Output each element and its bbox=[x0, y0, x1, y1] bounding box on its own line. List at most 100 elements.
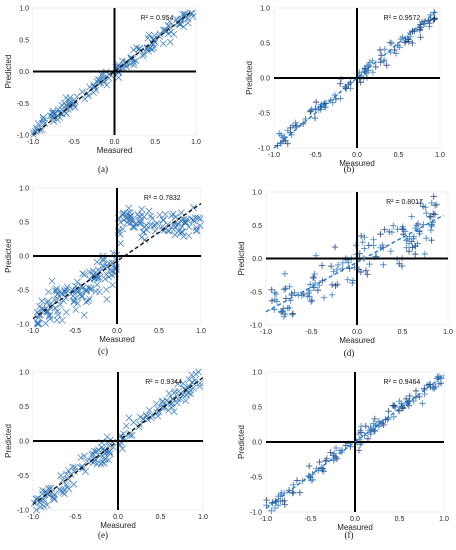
y-tick-label: 0.5 bbox=[260, 41, 270, 48]
y-tick-label: 1.0 bbox=[260, 6, 270, 13]
x-tick-label: -0.5 bbox=[69, 514, 81, 521]
data-point bbox=[43, 299, 51, 307]
trendline bbox=[32, 10, 193, 136]
data-point bbox=[390, 222, 397, 229]
data-point bbox=[289, 122, 297, 129]
data-point bbox=[100, 256, 108, 264]
data-point bbox=[177, 395, 185, 403]
data-point bbox=[380, 56, 388, 64]
data-point bbox=[416, 227, 423, 235]
data-point bbox=[377, 230, 384, 238]
data-point bbox=[396, 44, 403, 51]
data-point bbox=[169, 210, 177, 218]
x-tick-label: -0.5 bbox=[304, 516, 316, 523]
data-point bbox=[370, 427, 378, 434]
data-point bbox=[86, 268, 94, 276]
data-point bbox=[192, 227, 200, 235]
data-point bbox=[90, 81, 98, 89]
data-point bbox=[103, 433, 111, 441]
data-point bbox=[46, 491, 54, 499]
data-point bbox=[100, 454, 108, 462]
data-point bbox=[331, 243, 339, 251]
x-axis-title: Measured bbox=[100, 521, 136, 530]
data-point bbox=[93, 258, 101, 266]
data-point bbox=[130, 46, 138, 54]
y-tick-label: -0.5 bbox=[17, 473, 29, 480]
data-point bbox=[410, 235, 417, 242]
data-point bbox=[381, 46, 389, 53]
data-point bbox=[160, 26, 167, 34]
data-point bbox=[160, 226, 168, 234]
data-point bbox=[72, 287, 80, 295]
data-point bbox=[430, 16, 437, 23]
y-tick-label: 0.5 bbox=[19, 37, 29, 44]
x-tick-label: 0.0 bbox=[352, 152, 362, 159]
x-tick-label: -0.5 bbox=[69, 328, 81, 335]
data-point bbox=[417, 200, 424, 207]
data-point bbox=[427, 11, 434, 19]
data-point bbox=[278, 489, 285, 497]
data-point bbox=[273, 498, 280, 505]
data-point bbox=[179, 391, 187, 399]
data-point bbox=[119, 225, 127, 233]
data-point bbox=[195, 368, 203, 376]
data-point bbox=[414, 220, 422, 228]
x-tick-label: -1.0 bbox=[27, 139, 39, 146]
data-point bbox=[388, 39, 396, 47]
data-point bbox=[311, 270, 318, 278]
data-point bbox=[81, 95, 89, 103]
data-point bbox=[154, 405, 162, 413]
data-point bbox=[309, 471, 316, 478]
data-point bbox=[311, 114, 319, 122]
y-tick-label: 1.0 bbox=[252, 190, 262, 197]
data-point bbox=[289, 311, 296, 318]
data-point bbox=[187, 9, 195, 17]
x-tick-label: 1.0 bbox=[198, 514, 208, 521]
data-point bbox=[114, 63, 122, 71]
data-point bbox=[409, 244, 416, 251]
data-point bbox=[352, 242, 360, 249]
data-point bbox=[64, 105, 72, 113]
data-point bbox=[370, 236, 377, 243]
data-point bbox=[369, 68, 377, 76]
data-point bbox=[423, 234, 430, 242]
data-point bbox=[426, 23, 433, 30]
data-point bbox=[412, 250, 419, 258]
data-point bbox=[117, 218, 125, 226]
data-point bbox=[57, 472, 65, 480]
data-point bbox=[168, 399, 176, 407]
data-point bbox=[355, 447, 363, 454]
data-point bbox=[83, 457, 91, 465]
data-point bbox=[53, 316, 61, 324]
data-point bbox=[404, 35, 411, 42]
data-point bbox=[105, 456, 113, 464]
data-point bbox=[434, 373, 441, 381]
data-point bbox=[82, 298, 90, 306]
x-tick-label: -1.0 bbox=[27, 328, 39, 335]
data-point bbox=[156, 211, 164, 219]
data-point bbox=[319, 465, 327, 472]
x-tick-label: -0.5 bbox=[305, 329, 317, 336]
data-point bbox=[396, 398, 403, 405]
y-axis-title: Predicted bbox=[4, 424, 13, 458]
data-point bbox=[328, 291, 336, 298]
y-tick-label: 0.0 bbox=[252, 440, 262, 447]
data-point bbox=[371, 415, 378, 423]
data-point bbox=[62, 481, 70, 489]
data-point bbox=[47, 484, 55, 492]
data-point bbox=[140, 228, 148, 236]
data-point bbox=[273, 298, 281, 305]
trendline bbox=[273, 10, 437, 149]
data-point bbox=[62, 308, 70, 316]
data-point bbox=[314, 287, 322, 294]
data-point bbox=[361, 245, 368, 252]
data-point bbox=[40, 113, 48, 121]
panel-label: (f) bbox=[345, 530, 354, 540]
data-point bbox=[171, 213, 179, 221]
data-point bbox=[377, 59, 384, 66]
data-point bbox=[174, 380, 182, 388]
data-point bbox=[129, 222, 137, 230]
data-point bbox=[193, 227, 201, 235]
data-point bbox=[357, 79, 364, 86]
data-point bbox=[379, 241, 386, 249]
